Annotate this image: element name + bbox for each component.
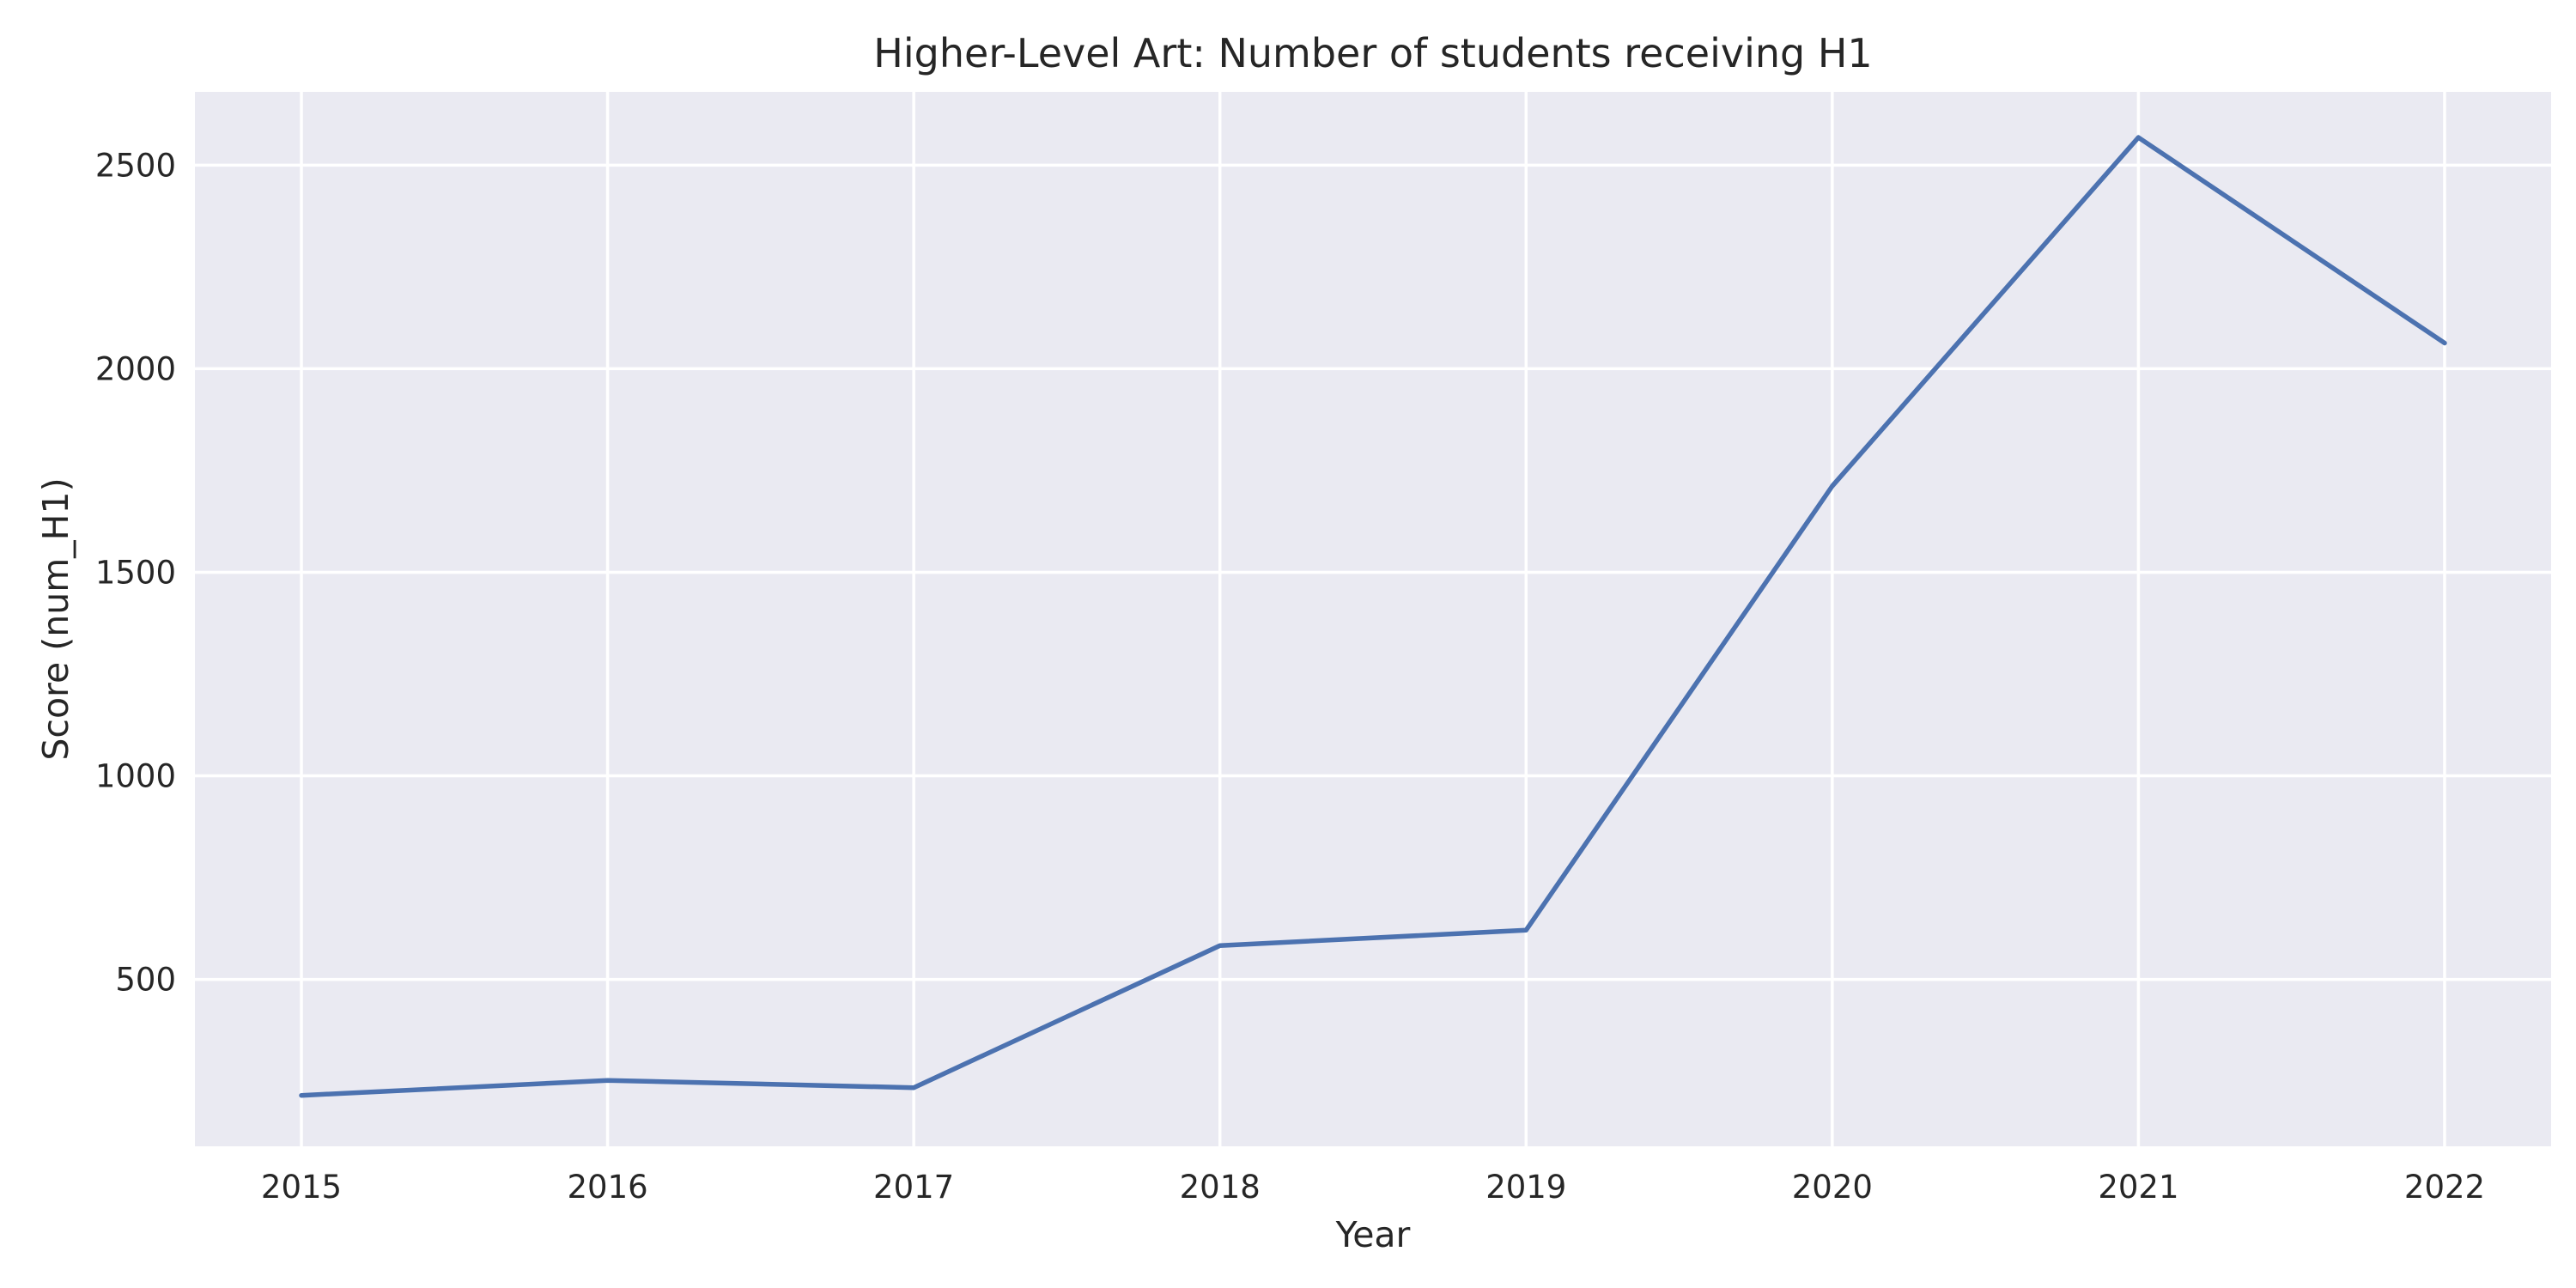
data-point — [2136, 135, 2141, 140]
y-axis-label: Score (num_H1) — [35, 477, 76, 760]
y-tick-label: 1500 — [95, 554, 176, 591]
data-point — [1218, 943, 1223, 948]
plot-background — [195, 92, 2551, 1146]
data-point — [2442, 341, 2447, 346]
data-point — [1830, 483, 1835, 489]
y-tick-label: 2000 — [95, 350, 176, 387]
y-tick-label: 500 — [115, 962, 176, 999]
series-layer — [299, 135, 2447, 1098]
y-gridlines — [195, 163, 2551, 981]
data-point — [299, 1093, 304, 1098]
x-gridlines — [300, 92, 2446, 1146]
x-tick-label: 2016 — [567, 1169, 647, 1206]
series-line — [299, 135, 2447, 1098]
x-tick-label: 2020 — [1792, 1169, 1873, 1206]
chart-title: Higher-Level Art: Number of students rec… — [873, 30, 1872, 76]
x-tick-label: 2018 — [1180, 1169, 1261, 1206]
y-tick-label: 2500 — [95, 147, 176, 184]
x-tick-labels: 2015 2016 2017 2018 2019 2020 2021 2022 — [261, 1169, 2485, 1206]
x-tick-label: 2021 — [2098, 1169, 2178, 1206]
y-tick-labels: 500 1000 1500 2000 2500 — [95, 147, 176, 998]
x-tick-label: 2019 — [1485, 1169, 1566, 1206]
x-tick-label: 2017 — [873, 1169, 954, 1206]
data-point — [605, 1078, 611, 1083]
x-tick-label: 2022 — [2404, 1169, 2485, 1206]
data-point — [911, 1085, 916, 1091]
x-axis-label: Year — [1335, 1214, 1411, 1255]
data-point — [1523, 927, 1528, 933]
y-tick-label: 1000 — [95, 758, 176, 795]
x-tick-label: 2015 — [261, 1169, 342, 1206]
